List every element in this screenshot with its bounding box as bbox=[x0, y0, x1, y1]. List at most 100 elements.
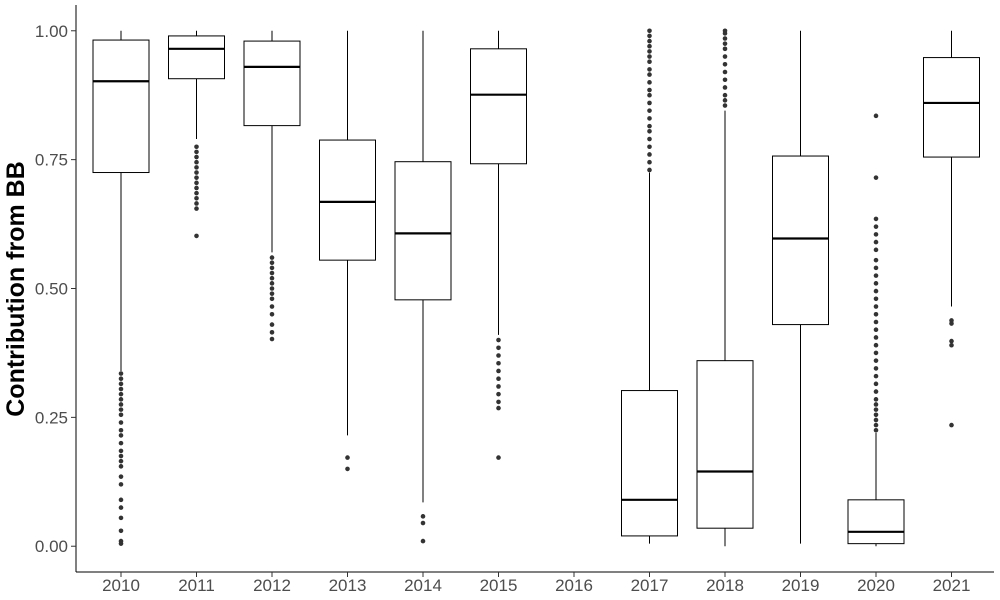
outlier-point bbox=[647, 123, 652, 129]
y-tick-label: 0.50 bbox=[35, 280, 68, 299]
outlier-point bbox=[873, 216, 879, 222]
iqr-box bbox=[772, 155, 829, 326]
outlier-point bbox=[496, 405, 501, 411]
outlier-point bbox=[118, 407, 124, 412]
outlier-point bbox=[269, 275, 275, 281]
outlier-point bbox=[722, 28, 728, 34]
outlier-point bbox=[194, 195, 199, 201]
outlier-point bbox=[118, 420, 124, 425]
outlier-point bbox=[269, 304, 275, 309]
outlier-point bbox=[873, 265, 879, 271]
outlier-point bbox=[118, 440, 124, 446]
outlier-point bbox=[722, 103, 728, 108]
outlier-point bbox=[873, 407, 879, 412]
x-tick-label: 2016 bbox=[555, 576, 593, 595]
outlier-point bbox=[873, 311, 879, 317]
iqr-box bbox=[92, 39, 150, 174]
outlier-point bbox=[194, 149, 199, 155]
plot-area bbox=[92, 28, 980, 547]
iqr-box bbox=[847, 499, 905, 545]
outlier-point bbox=[118, 458, 124, 464]
outlier-point bbox=[496, 368, 501, 374]
outlier-point bbox=[118, 497, 124, 503]
outlier-point bbox=[873, 397, 879, 402]
outlier-point bbox=[269, 330, 275, 335]
outlier-point bbox=[722, 46, 728, 52]
outlier-point bbox=[118, 464, 124, 469]
outlier-point bbox=[873, 417, 879, 423]
box-2015 bbox=[470, 30, 527, 460]
outlier-point bbox=[949, 342, 954, 348]
iqr-box bbox=[319, 139, 376, 261]
outlier-point bbox=[647, 144, 652, 150]
outlier-point bbox=[873, 366, 879, 371]
outlier-point bbox=[118, 386, 124, 392]
outlier-point bbox=[722, 61, 728, 67]
x-tick-label: 2015 bbox=[480, 576, 518, 595]
outlier-point bbox=[269, 255, 275, 260]
outlier-point bbox=[269, 296, 275, 302]
outlier-point bbox=[873, 412, 879, 418]
iqr-box bbox=[923, 57, 980, 158]
outlier-point bbox=[194, 180, 199, 186]
box-2013 bbox=[319, 30, 376, 472]
outlier-point bbox=[647, 33, 652, 39]
outlier-point bbox=[722, 41, 728, 46]
outlier-point bbox=[118, 391, 124, 397]
outlier-point bbox=[194, 175, 199, 180]
outlier-point bbox=[647, 28, 652, 34]
x-tick-label: 2012 bbox=[253, 576, 291, 595]
outlier-point bbox=[194, 159, 199, 165]
outlier-point bbox=[873, 281, 879, 286]
x-tick-label: 2011 bbox=[178, 576, 215, 595]
outlier-point bbox=[647, 43, 652, 49]
outlier-point bbox=[496, 360, 501, 366]
y-tick-label: 0.25 bbox=[35, 408, 68, 427]
box-2014 bbox=[394, 30, 452, 544]
outlier-point bbox=[647, 100, 652, 106]
outlier-point bbox=[420, 520, 426, 526]
outlier-point bbox=[118, 402, 124, 407]
box-2011 bbox=[168, 30, 225, 239]
y-tick-label: 1.00 bbox=[35, 22, 68, 41]
outlier-point bbox=[496, 399, 501, 405]
outlier-point bbox=[873, 422, 879, 428]
x-axis-ticks: 2010 2011 2012 2013 2014 2015 2016 2017 2018 2019… bbox=[102, 572, 970, 595]
outlier-point bbox=[194, 144, 199, 150]
outlier-point bbox=[194, 185, 199, 191]
outlier-point bbox=[873, 350, 879, 356]
outlier-point bbox=[873, 389, 879, 394]
outlier-point bbox=[873, 247, 879, 253]
box-2010 bbox=[92, 30, 150, 546]
outlier-point bbox=[722, 54, 728, 59]
outlier-point bbox=[647, 116, 652, 121]
outlier-point bbox=[269, 265, 275, 271]
outlier-point bbox=[722, 77, 728, 83]
outlier-point bbox=[873, 381, 879, 387]
outlier-point bbox=[269, 286, 275, 291]
outlier-point bbox=[722, 85, 728, 90]
outlier-point bbox=[873, 319, 879, 325]
outlier-point bbox=[118, 433, 124, 438]
outlier-point bbox=[118, 376, 124, 382]
x-tick-label: 2017 bbox=[631, 576, 669, 595]
outlier-point bbox=[647, 38, 652, 44]
outlier-point bbox=[873, 239, 879, 245]
outlier-point bbox=[194, 154, 199, 160]
outlier-point bbox=[873, 232, 879, 237]
outlier-point bbox=[269, 322, 275, 327]
outlier-point bbox=[269, 270, 275, 276]
outlier-point bbox=[647, 59, 652, 64]
outlier-point bbox=[496, 384, 501, 389]
x-tick-label: 2010 bbox=[102, 576, 140, 595]
outlier-point bbox=[647, 152, 652, 157]
outlier-point bbox=[647, 87, 652, 93]
outlier-point bbox=[118, 381, 124, 387]
outlier-point bbox=[118, 453, 124, 459]
outlier-point bbox=[873, 257, 879, 263]
outlier-point bbox=[647, 80, 652, 85]
outlier-point bbox=[194, 233, 199, 239]
outlier-point bbox=[118, 448, 124, 454]
outlier-point bbox=[118, 427, 124, 433]
y-tick-label: 0.75 bbox=[35, 151, 68, 170]
